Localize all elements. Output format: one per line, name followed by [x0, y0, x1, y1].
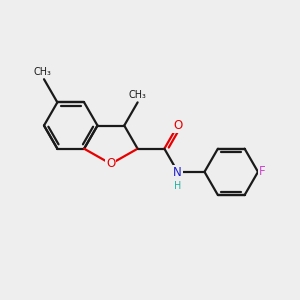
- Text: CH₃: CH₃: [129, 90, 147, 100]
- Text: O: O: [173, 119, 182, 132]
- Text: N: N: [173, 167, 182, 179]
- Text: F: F: [259, 165, 266, 178]
- Text: CH₃: CH₃: [33, 67, 51, 77]
- Text: H: H: [174, 182, 182, 191]
- Text: O: O: [106, 158, 116, 170]
